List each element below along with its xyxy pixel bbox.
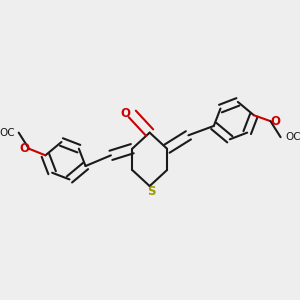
Text: OC: OC [0,128,15,138]
Text: S: S [147,185,155,198]
Text: O: O [121,107,130,120]
Text: OC: OC [285,132,300,142]
Text: O: O [20,142,30,155]
Text: O: O [270,115,280,128]
